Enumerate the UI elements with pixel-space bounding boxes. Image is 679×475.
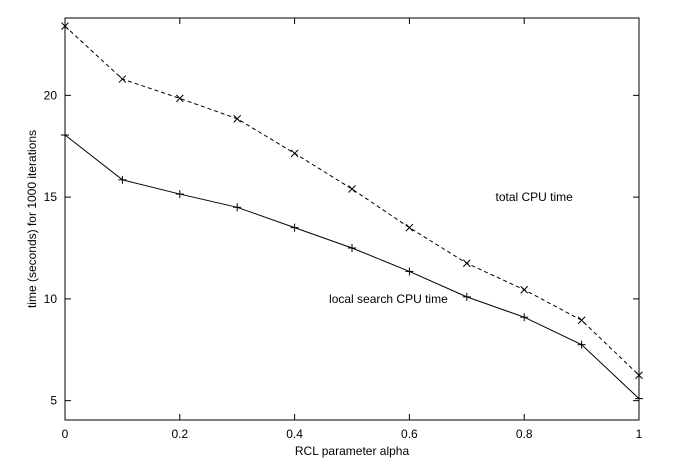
series-point-1	[348, 244, 356, 253]
x-tick-label: 0.4	[286, 427, 303, 441]
series-point-1	[118, 175, 127, 184]
series-point-0	[405, 223, 414, 232]
x-tick-label: 0.8	[516, 427, 533, 441]
y-tick-label: 15	[44, 190, 58, 204]
series-point-0	[577, 316, 586, 325]
x-tick-label: 0.6	[401, 427, 418, 441]
x-axis-title: RCL parameter alpha	[295, 444, 410, 458]
y-tick-label: 5	[50, 394, 57, 408]
series-point-1	[520, 313, 529, 322]
y-tick-label: 10	[44, 292, 58, 306]
series-point-1	[577, 340, 586, 349]
plot-frame	[64, 17, 640, 421]
series-layer	[64, 25, 640, 399]
x-tick-label: 0	[62, 427, 69, 441]
series-point-0	[290, 149, 299, 158]
marker-layer	[61, 22, 643, 403]
series-point-0	[118, 75, 127, 83]
series-point-0	[348, 185, 356, 193]
series-point-1	[233, 203, 242, 212]
series-line-0	[64, 25, 640, 376]
series-point-1	[175, 190, 184, 199]
series-annotation: local search CPU time	[329, 292, 448, 306]
series-annotation: total CPU time	[496, 190, 574, 204]
series-point-1	[462, 292, 471, 301]
axis-ticks	[64, 18, 640, 420]
x-tick-label: 0.2	[171, 427, 188, 441]
series-point-1	[290, 223, 299, 232]
y-tick-label: 20	[44, 88, 58, 102]
series-point-0	[233, 114, 242, 123]
series-line-1	[64, 134, 640, 399]
y-axis-title: time (seconds) for 1000 iterations	[25, 130, 39, 308]
annotation-layer: total CPU time local search CPU time	[329, 190, 573, 306]
series-point-0	[520, 285, 529, 294]
x-tick-label: 1	[636, 427, 643, 441]
series-point-0	[175, 94, 184, 103]
series-point-1	[405, 267, 414, 276]
series-point-0	[462, 259, 471, 268]
